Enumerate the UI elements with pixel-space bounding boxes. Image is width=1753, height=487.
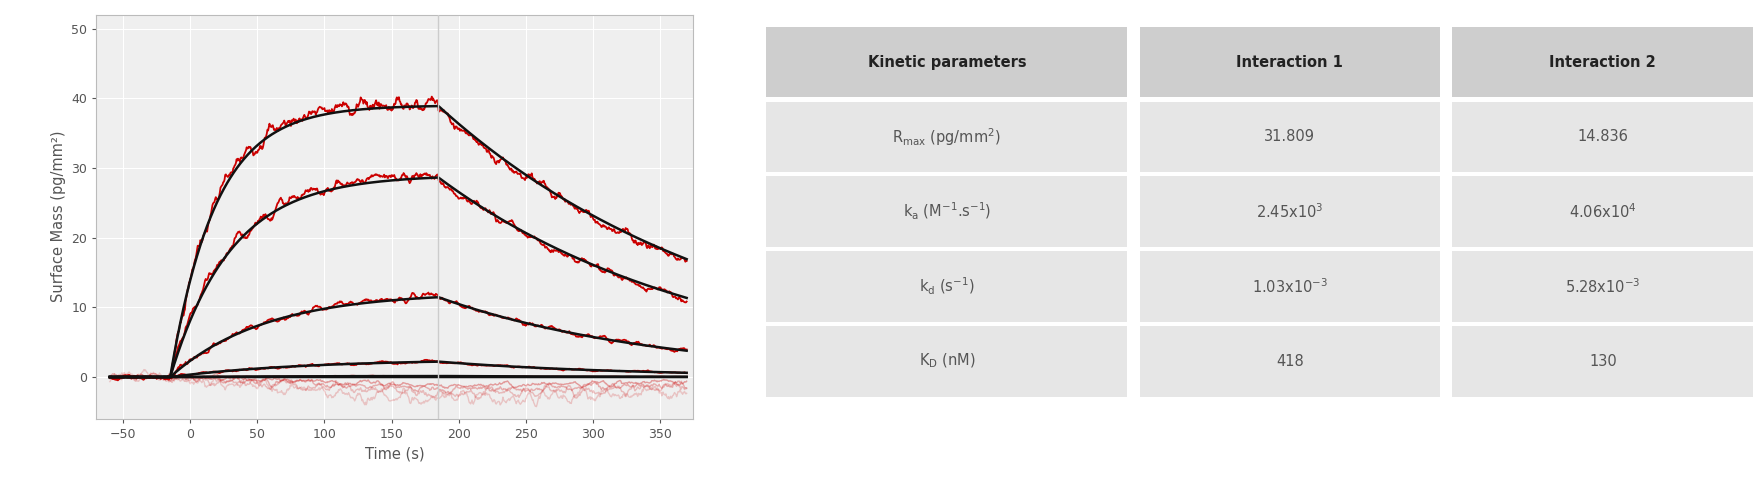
Text: 2.45x10$^3$: 2.45x10$^3$ <box>1257 202 1324 221</box>
FancyBboxPatch shape <box>766 176 1127 247</box>
Text: 4.06x10$^4$: 4.06x10$^4$ <box>1569 202 1637 221</box>
Text: 1.03x10$^{-3}$: 1.03x10$^{-3}$ <box>1252 277 1329 296</box>
Y-axis label: Surface Mass (pg/mm²): Surface Mass (pg/mm²) <box>51 131 67 302</box>
FancyBboxPatch shape <box>766 326 1127 396</box>
FancyBboxPatch shape <box>766 101 1127 172</box>
Text: Interaction 2: Interaction 2 <box>1550 55 1657 70</box>
FancyBboxPatch shape <box>1139 326 1441 396</box>
FancyBboxPatch shape <box>1453 251 1753 322</box>
FancyBboxPatch shape <box>1453 27 1753 97</box>
Text: Kinetic parameters: Kinetic parameters <box>868 55 1026 70</box>
Text: K$_{\mathrm{D}}$ (nM): K$_{\mathrm{D}}$ (nM) <box>919 352 975 371</box>
FancyBboxPatch shape <box>1139 101 1441 172</box>
Text: 130: 130 <box>1588 354 1616 369</box>
Text: 418: 418 <box>1276 354 1304 369</box>
Text: Interaction 1: Interaction 1 <box>1236 55 1343 70</box>
FancyBboxPatch shape <box>1453 176 1753 247</box>
FancyBboxPatch shape <box>1139 176 1441 247</box>
Text: k$_{\mathrm{d}}$ (s$^{-1}$): k$_{\mathrm{d}}$ (s$^{-1}$) <box>919 276 975 297</box>
FancyBboxPatch shape <box>1139 27 1441 97</box>
Text: 31.809: 31.809 <box>1264 130 1315 144</box>
FancyBboxPatch shape <box>1453 101 1753 172</box>
X-axis label: Time (s): Time (s) <box>365 447 424 461</box>
FancyBboxPatch shape <box>1139 251 1441 322</box>
FancyBboxPatch shape <box>766 251 1127 322</box>
FancyBboxPatch shape <box>766 27 1127 97</box>
Text: 14.836: 14.836 <box>1578 130 1629 144</box>
FancyBboxPatch shape <box>1453 326 1753 396</box>
Text: 5.28x10$^{-3}$: 5.28x10$^{-3}$ <box>1565 277 1641 296</box>
Text: R$_{\mathrm{max}}$ (pg/mm$^2$): R$_{\mathrm{max}}$ (pg/mm$^2$) <box>892 126 1001 148</box>
Text: k$_{\mathrm{a}}$ (M$^{-1}$.s$^{-1}$): k$_{\mathrm{a}}$ (M$^{-1}$.s$^{-1}$) <box>903 201 990 222</box>
